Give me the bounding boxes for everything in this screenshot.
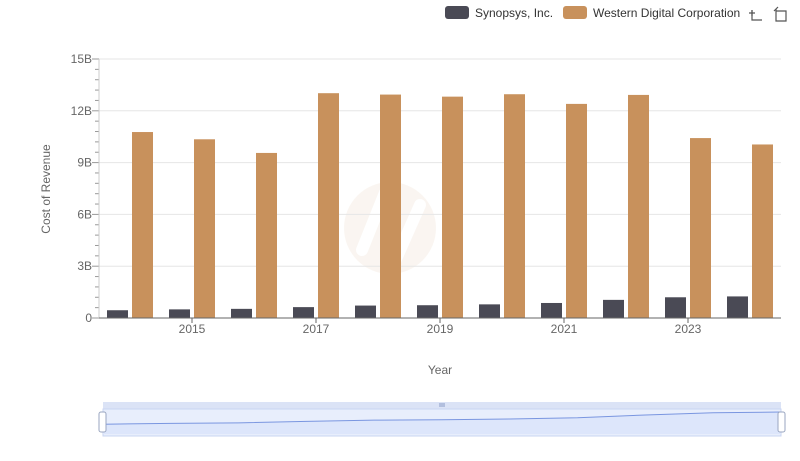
- bar-synopsys-2021[interactable]: [541, 302, 562, 318]
- x-tick-label: 2017: [303, 322, 330, 336]
- y-tick-label: 0: [85, 311, 92, 325]
- legend-swatch-western-digital: [563, 6, 587, 19]
- legend-label-synopsys: Synopsys, Inc.: [475, 6, 553, 20]
- x-tick-label: 2021: [551, 322, 578, 336]
- bar-synopsys-2020[interactable]: [479, 304, 500, 318]
- bar-synopsys-2018[interactable]: [355, 305, 376, 318]
- bar-western-digital-2016[interactable]: [256, 152, 277, 318]
- bar-western-digital-2023[interactable]: [690, 138, 711, 318]
- bar-synopsys-2017[interactable]: [293, 307, 314, 318]
- bar-synopsys-2016[interactable]: [231, 308, 252, 318]
- bar-synopsys-2019[interactable]: [417, 305, 438, 318]
- navigator-handle-left[interactable]: [98, 411, 107, 433]
- navigator-series-area: [103, 412, 781, 434]
- navigator-grip-icon[interactable]: [439, 403, 445, 407]
- bar-synopsys-2023[interactable]: [665, 297, 686, 318]
- x-axis-title: Year: [428, 363, 452, 377]
- bar-western-digital-2024[interactable]: [752, 144, 773, 318]
- x-tick-label: 2023: [675, 322, 702, 336]
- reset-zoom-icon[interactable]: [772, 6, 788, 23]
- y-tick-label: 9B: [77, 156, 92, 170]
- legend: Synopsys, Inc. Western Digital Corporati…: [445, 6, 740, 20]
- bar-synopsys-2015[interactable]: [169, 309, 190, 318]
- navigator-handle-right[interactable]: [777, 411, 786, 433]
- x-tick-label: 2015: [179, 322, 206, 336]
- bar-western-digital-2018[interactable]: [380, 94, 401, 318]
- range-navigator[interactable]: [98, 402, 786, 437]
- bar-western-digital-2021[interactable]: [566, 103, 587, 318]
- y-tick-label: 12B: [71, 104, 92, 118]
- bar-synopsys-2022[interactable]: [603, 299, 624, 318]
- bar-western-digital-2019[interactable]: [442, 96, 463, 319]
- y-tick-label: 6B: [77, 207, 92, 221]
- bar-synopsys-2024[interactable]: [727, 296, 748, 318]
- bar-synopsys-2014[interactable]: [107, 310, 128, 318]
- navigator-series-line: [102, 411, 782, 425]
- legend-label-western-digital: Western Digital Corporation: [593, 6, 740, 20]
- legend-item-western-digital[interactable]: Western Digital Corporation: [563, 6, 740, 20]
- legend-swatch-synopsys: [445, 6, 469, 19]
- bar-western-digital-2020[interactable]: [504, 94, 525, 318]
- y-tick-label: 15B: [71, 52, 92, 66]
- bars: [107, 93, 773, 319]
- y-axis-title: Cost of Revenue: [39, 144, 53, 234]
- y-tick-label: 3B: [77, 259, 92, 273]
- bar-western-digital-2015[interactable]: [194, 139, 215, 318]
- axes: 0 3B 6B 9B 12B 15B 2015 2017 2019 2021 2023: [71, 52, 781, 336]
- bar-western-digital-2017[interactable]: [318, 93, 339, 318]
- zoom-in-icon[interactable]: [748, 7, 764, 23]
- bar-western-digital-2022[interactable]: [628, 94, 649, 318]
- legend-item-synopsys[interactable]: Synopsys, Inc.: [445, 6, 553, 20]
- x-tick-label: 2019: [427, 322, 454, 336]
- bar-western-digital-2014[interactable]: [132, 132, 153, 318]
